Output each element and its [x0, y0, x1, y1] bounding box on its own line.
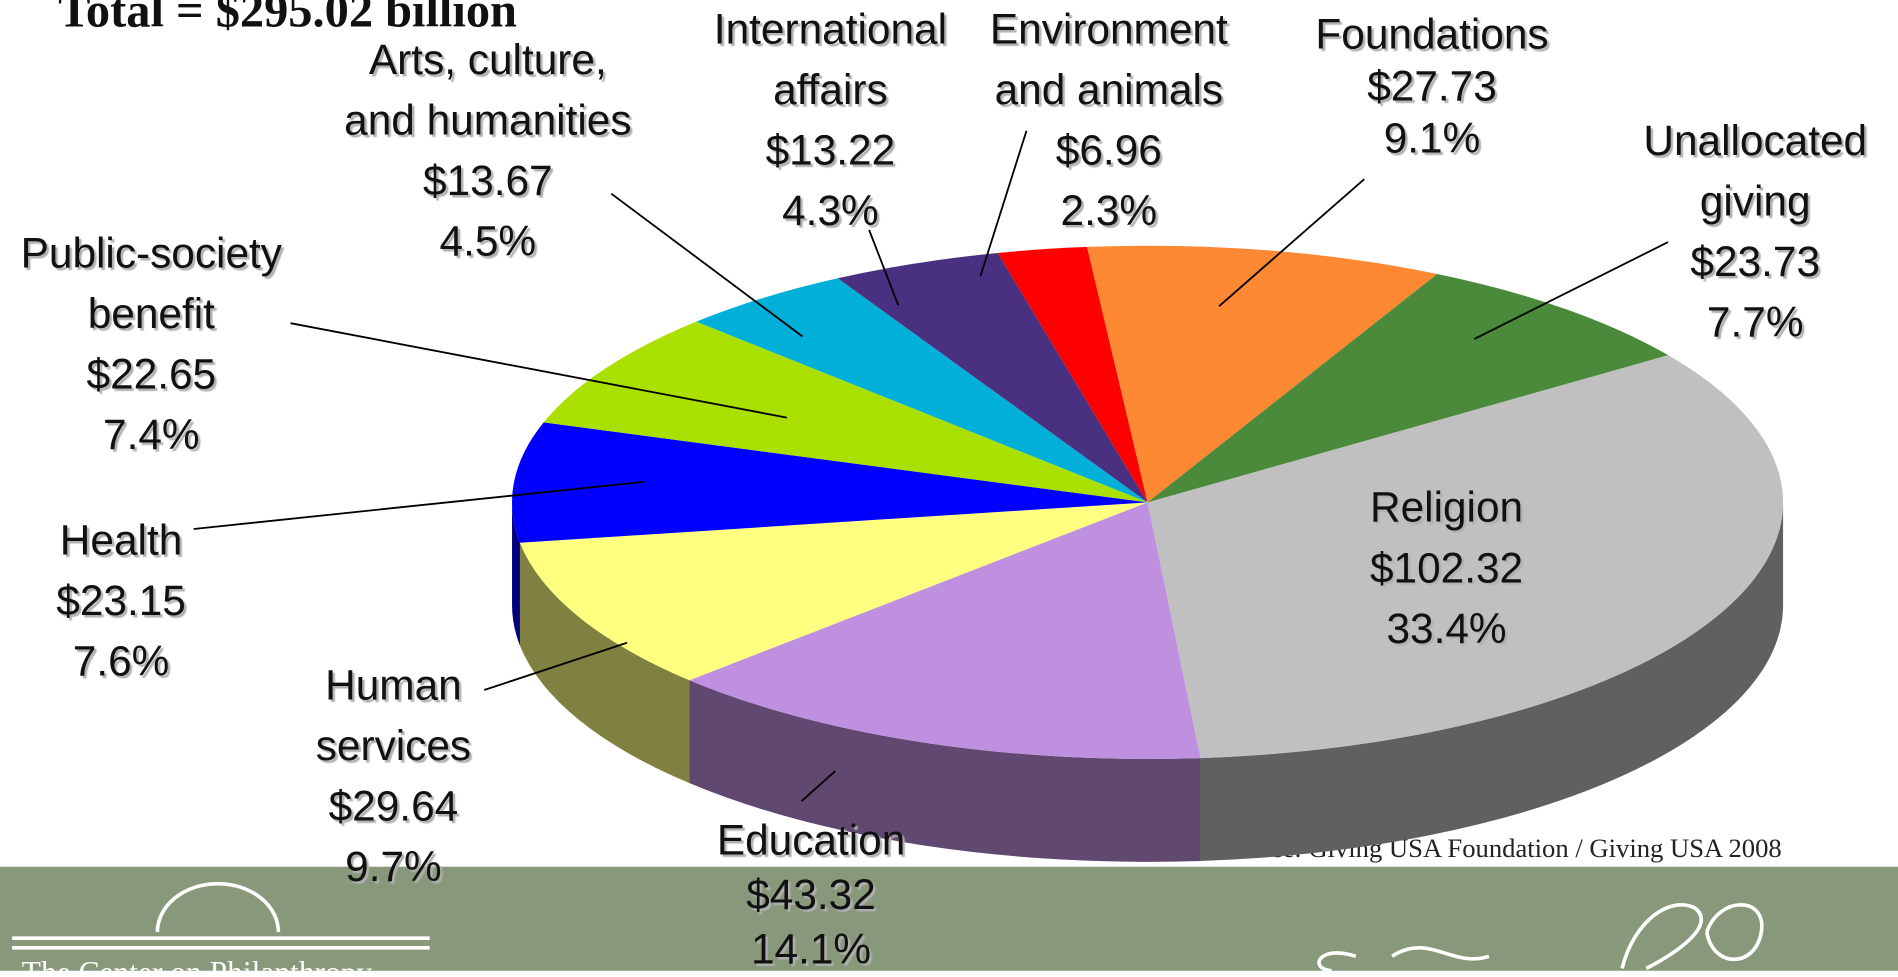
percent-label: 33.4% [1386, 605, 1507, 653]
value-label: $22.65 [86, 351, 217, 399]
slice-label: Education $43.32 14.1% [717, 813, 905, 976]
slice [1147, 273, 1669, 503]
value-label: $43.32 [746, 871, 876, 919]
slice-label: Environment and animals $6.96 2.3% [990, 0, 1228, 242]
value-label: $23.73 [1690, 238, 1821, 286]
value-label: $27.73 [1367, 62, 1497, 111]
value-label: $13.67 [423, 157, 553, 205]
slice [997, 246, 1148, 503]
percent-label: 9.1% [1383, 114, 1481, 163]
leader-line [868, 229, 900, 306]
percent-label: 14.1% [750, 926, 872, 974]
slice-side [689, 680, 1201, 862]
slice [689, 502, 1201, 759]
value-label: $102.32 [1369, 544, 1524, 592]
value-label: $23.15 [56, 577, 186, 625]
value-label: $13.22 [765, 127, 896, 175]
slice-side [512, 502, 520, 646]
slice-side [519, 542, 690, 784]
footer-band [0, 866, 1898, 971]
leader-line [979, 130, 1028, 277]
pie-sides [512, 502, 1784, 862]
category-label: Public-society benefit [20, 229, 282, 338]
leader-line [290, 322, 787, 419]
slice [543, 321, 1148, 503]
percent-label: 7.4% [103, 411, 200, 459]
slice-label: Human services $29.64 9.7% [316, 656, 471, 898]
leader-line [1473, 241, 1669, 340]
slice-label: Health $23.15 7.6% [56, 511, 186, 693]
category-label: Education [716, 817, 906, 865]
category-label: Health [59, 516, 183, 565]
leader-line [193, 480, 645, 530]
slice-label: Arts, culture, and humanities $13.67 4.5% [344, 30, 631, 272]
percent-label: 2.3% [1060, 187, 1158, 235]
category-label: Arts, culture, and humanities [344, 36, 632, 145]
slice-label: Religion $102.32 33.4% [1370, 478, 1523, 660]
leader-line [610, 192, 804, 338]
category-label: Foundations [1315, 10, 1549, 59]
category-label: International affairs [713, 6, 947, 114]
chart-title: Total = $295.02 billion [58, 0, 517, 38]
category-label: Environment and animals [989, 6, 1228, 114]
footer-script [1317, 902, 1764, 971]
slice [512, 422, 1148, 543]
category-label: Human services [315, 662, 472, 770]
slice-label: Unallocated giving $23.73 7.7% [1643, 111, 1867, 353]
slice-label: Public-society benefit $22.65 7.4% [21, 224, 282, 466]
percent-label: 9.7% [345, 843, 442, 891]
percent-label: 7.7% [1706, 298, 1804, 347]
footer-logo-art [12, 881, 430, 950]
slice-label: International affairs $13.22 4.3% [714, 0, 947, 242]
percent-label: 4.5% [439, 217, 537, 266]
slice [837, 252, 1148, 503]
slice-side [1200, 502, 1784, 861]
slice [1147, 355, 1784, 759]
percent-label: 4.3% [782, 187, 879, 235]
leader-line [1218, 178, 1365, 307]
footer-logo: The Center on Philanthropy [22, 955, 373, 971]
value-label: $29.64 [328, 783, 459, 831]
slice-label: Foundations $27.73 9.1% [1315, 8, 1548, 164]
value-label: $6.96 [1055, 127, 1162, 175]
slice [696, 278, 1148, 503]
category-label: Unallocated giving [1643, 117, 1868, 226]
pie-tops [512, 245, 1784, 759]
slice [1087, 245, 1438, 503]
leader-line [800, 770, 836, 803]
percent-label: 7.6% [72, 637, 170, 686]
leader-line [483, 641, 628, 691]
category-label: Religion [1370, 484, 1524, 532]
slice [519, 502, 1148, 681]
